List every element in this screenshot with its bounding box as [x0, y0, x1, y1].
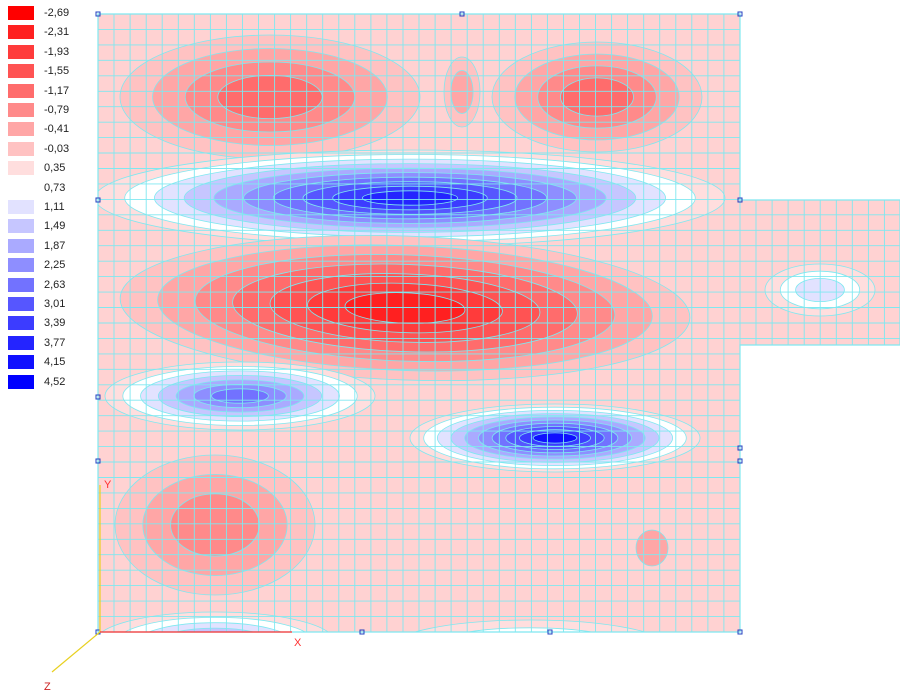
finite-element-mesh — [98, 14, 900, 632]
legend-label: -2,69 — [44, 7, 70, 19]
legend-label: -1,55 — [44, 65, 70, 78]
legend-label: 4,52 — [44, 375, 66, 388]
legend-label: 2,25 — [44, 259, 66, 272]
legend-label: 1,11 — [44, 201, 65, 213]
legend-swatch — [8, 238, 34, 253]
contour-band — [362, 190, 458, 206]
legend-label: -0,03 — [44, 142, 70, 155]
legend-swatch — [8, 277, 34, 292]
legend-label: -0,79 — [44, 104, 70, 116]
contour-band — [137, 622, 293, 632]
legend-swatch — [8, 219, 34, 234]
contour-band — [181, 633, 250, 650]
z-axis-line — [51, 631, 101, 673]
support-node — [737, 458, 743, 464]
contour-band — [532, 432, 578, 444]
legend-swatch — [8, 141, 34, 156]
legend-swatch — [8, 316, 34, 331]
legend-swatch — [8, 122, 34, 137]
contour-band — [635, 529, 669, 567]
legend-label: 0,73 — [44, 181, 66, 194]
legend-label: 1,49 — [44, 220, 66, 233]
contour-band — [211, 388, 269, 404]
legend-label: 3,39 — [44, 317, 66, 330]
legend-label: 3,77 — [44, 336, 66, 349]
support-node — [737, 11, 743, 17]
x-axis-label: X — [294, 637, 302, 649]
legend-label: -0,41 — [44, 123, 70, 136]
support-node — [737, 197, 743, 203]
contour-band — [389, 619, 671, 632]
legend-swatch — [8, 297, 34, 311]
legend-label: 3,01 — [44, 298, 66, 310]
z-axis-label: Z — [44, 681, 51, 693]
support-node — [547, 629, 553, 635]
legend-label: 1,87 — [44, 239, 66, 252]
contour-band — [158, 627, 272, 632]
y-axis-label: Y — [104, 479, 112, 491]
legend-swatch — [8, 6, 34, 20]
support-node — [737, 629, 743, 635]
legend-swatch — [8, 83, 34, 98]
contour-band — [170, 493, 260, 557]
contour-legend: -2,69 -2,31 -1,93 -1,55 -1,17 -0,79 -0,41 -0,03… — [0, 0, 80, 410]
legend-label: 0,35 — [44, 162, 66, 175]
legend-swatch — [8, 335, 34, 350]
legend-label: 2,63 — [44, 278, 66, 291]
support-node — [359, 629, 365, 635]
support-node — [95, 11, 101, 17]
contour-band — [560, 77, 634, 117]
legend-swatch — [8, 64, 34, 79]
legend-swatch — [8, 44, 34, 59]
legend-label: 4,15 — [44, 356, 66, 369]
legend-label: -1,17 — [44, 84, 70, 97]
support-nodes — [95, 11, 743, 635]
contour-band — [468, 636, 592, 661]
coordinate-axes: Y X Z — [44, 479, 302, 693]
legend-swatch — [8, 200, 34, 214]
legend-swatch — [8, 374, 34, 389]
legend-label: -1,93 — [44, 45, 70, 58]
legend-swatch — [8, 161, 34, 176]
legend-swatch — [8, 103, 34, 117]
support-node — [737, 445, 743, 451]
support-node — [95, 458, 101, 464]
support-node — [95, 197, 101, 203]
legend-swatch — [8, 258, 34, 273]
contour-band — [428, 627, 632, 632]
legend-swatch — [8, 180, 34, 195]
support-node — [95, 394, 101, 400]
slab-outline — [97, 13, 900, 633]
support-node — [459, 11, 465, 17]
legend-swatch — [8, 25, 34, 40]
legend-label: -2,31 — [44, 26, 70, 39]
legend-swatch — [8, 355, 34, 370]
